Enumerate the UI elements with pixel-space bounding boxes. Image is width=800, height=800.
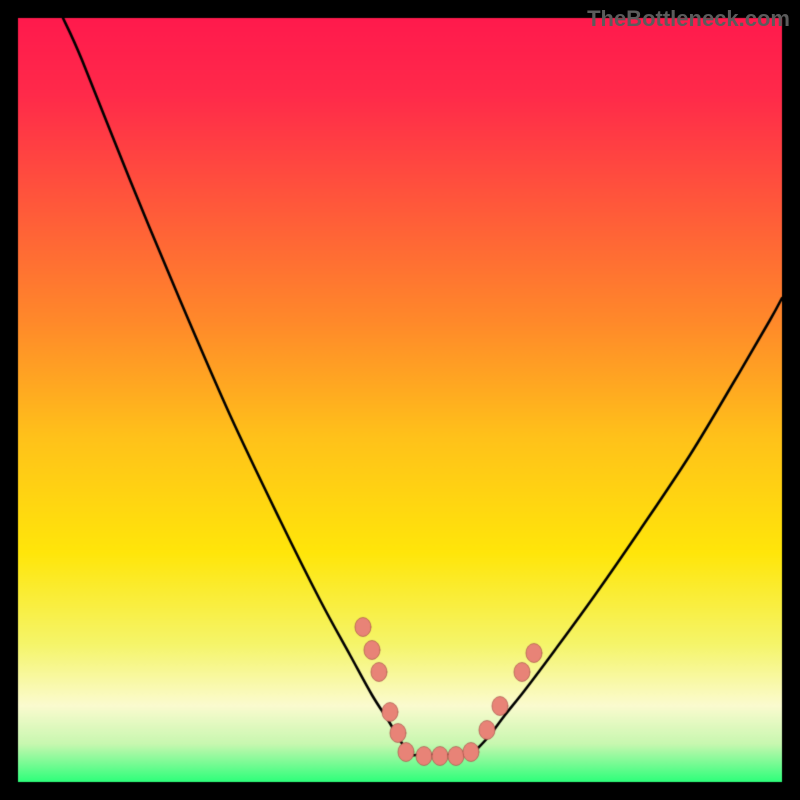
bottleneck-chart <box>0 0 800 800</box>
